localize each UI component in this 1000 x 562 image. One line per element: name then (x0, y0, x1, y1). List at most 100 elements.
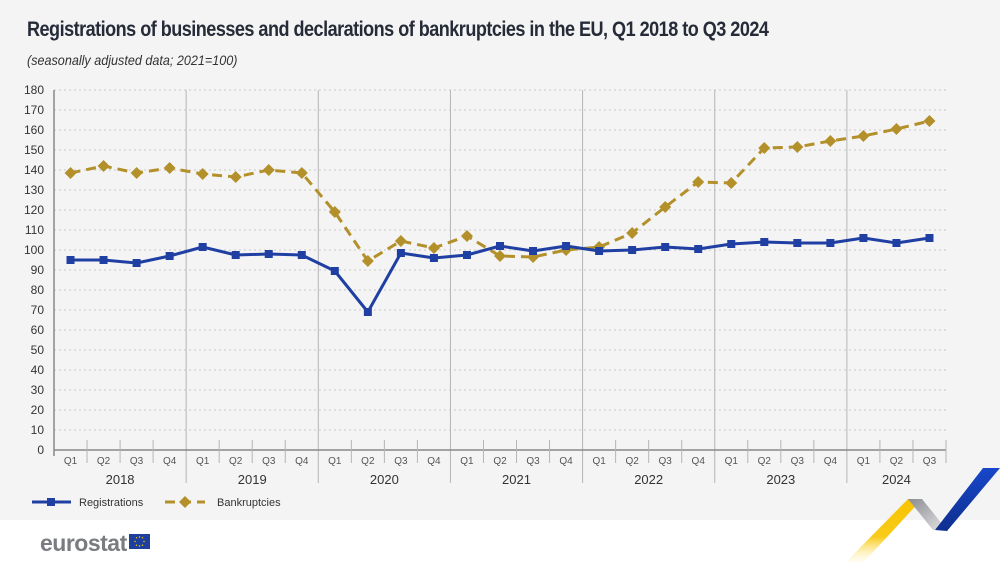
bankruptcies-point (791, 141, 804, 153)
bankruptcies-point (626, 227, 639, 239)
bankruptcies-line (70, 119, 930, 263)
quarter-label: Q4 (692, 456, 706, 467)
y-tick-label: 170 (24, 103, 44, 117)
quarter-label: Q2 (758, 456, 772, 467)
x-axis: 2018 Q1 Q2 Q3 Q4 2019 Q1 Q2 Q3 Q4 2020 Q1 Q2 Q3 Q4 2021… (54, 440, 947, 487)
y-tick-label: 180 (24, 83, 44, 97)
series-registrations (66, 234, 934, 316)
quarter-label: Q3 (526, 456, 540, 467)
registrations-point (694, 245, 703, 253)
quarter-label: Q1 (64, 456, 78, 467)
y-tick-label: 60 (31, 323, 45, 337)
ribbon-grey (908, 499, 947, 530)
registrations-point (99, 256, 108, 264)
year-label: 2024 (882, 472, 911, 487)
quarter-label: Q3 (130, 456, 144, 467)
quarter-label: Q2 (625, 456, 639, 467)
chart-title: Registrations of businesses and declarat… (27, 18, 769, 41)
bankruptcies-point (130, 167, 143, 179)
year-label: 2018 (106, 472, 135, 487)
legend-label: Bankruptcies (217, 497, 281, 509)
bankruptcies-point (97, 160, 110, 172)
registrations-point (198, 243, 207, 251)
registrations-point (529, 247, 538, 255)
quarter-label: Q2 (97, 456, 111, 467)
y-tick-label: 40 (31, 363, 45, 377)
quarter-label: Q4 (427, 456, 441, 467)
registrations-point (760, 238, 769, 246)
legend-item-registrations: Registrations (32, 497, 144, 509)
legend-label: Registrations (79, 497, 144, 509)
year-label: 2021 (502, 472, 531, 487)
quarter-label: Q2 (890, 456, 904, 467)
bankruptcies-point (659, 201, 672, 213)
bankruptcies-point (824, 135, 837, 147)
registrations-point (363, 308, 372, 316)
registrations-point (727, 240, 736, 248)
registrations-point (264, 250, 273, 258)
y-tick-label: 10 (31, 423, 45, 437)
bankruptcies-point (725, 177, 738, 189)
quarter-label: Q3 (394, 456, 408, 467)
quarter-label: Q1 (460, 456, 474, 467)
eurostat-ribbon-decoration (846, 468, 1000, 562)
legend: Registrations Bankruptcies (32, 496, 281, 509)
quarter-label: Q1 (592, 456, 606, 467)
gridlines (54, 89, 946, 483)
y-tick-label: 70 (31, 303, 45, 317)
registrations-point (297, 251, 306, 259)
quarter-label: Q2 (229, 456, 243, 467)
y-tick-label: 100 (24, 243, 44, 257)
y-tick-label: 30 (31, 383, 45, 397)
registrations-point (859, 234, 868, 242)
registrations-point (661, 243, 670, 251)
quarter-label: Q3 (262, 456, 276, 467)
year-label: 2019 (238, 472, 267, 487)
eu-flag-icon (129, 534, 150, 549)
y-tick-label: 160 (24, 123, 44, 137)
registrations-point (826, 239, 835, 247)
y-tick-label: 90 (31, 263, 45, 277)
y-tick-label: 0 (37, 443, 44, 457)
registrations-point (925, 234, 934, 242)
registrations-point (892, 239, 901, 247)
y-tick-label: 50 (31, 343, 45, 357)
bankruptcies-point (890, 123, 903, 135)
quarter-label: Q1 (196, 456, 210, 467)
chart-subtitle: (seasonally adjusted data; 2021=100) (27, 52, 238, 68)
quarter-label: Q4 (163, 456, 177, 467)
legend-item-bankruptcies: Bankruptcies (165, 496, 281, 509)
bankruptcies-point (295, 167, 308, 179)
bankruptcies-point (262, 164, 275, 176)
ribbon-yellow (846, 499, 922, 562)
bankruptcies-point (758, 142, 771, 154)
quarter-label: Q2 (493, 456, 507, 467)
registrations-point (132, 259, 141, 267)
registrations-point (231, 251, 240, 259)
bankruptcies-point (196, 168, 209, 180)
registrations-point (562, 242, 571, 250)
legend-square-icon (47, 498, 55, 506)
quarter-label: Q4 (559, 456, 573, 467)
bankruptcies-point (692, 176, 705, 188)
bankruptcies-point (460, 230, 473, 242)
registrations-point (462, 251, 471, 259)
quarter-label: Q3 (659, 456, 673, 467)
y-tick-label: 150 (24, 143, 44, 157)
bankruptcies-point (923, 115, 936, 127)
bankruptcies-point (427, 242, 440, 254)
registrations-point (396, 249, 405, 257)
bankruptcies-point (229, 171, 242, 183)
quarter-label: Q2 (361, 456, 375, 467)
quarter-label: Q1 (725, 456, 739, 467)
quarter-label: Q4 (824, 456, 838, 467)
bankruptcies-point (857, 130, 870, 142)
bankruptcies-point (163, 162, 176, 174)
series-bankruptcies (64, 115, 936, 267)
bankruptcies-point (361, 255, 374, 267)
registrations-point (628, 246, 637, 254)
quarter-label: Q1 (328, 456, 342, 467)
quarter-label: Q4 (295, 456, 309, 467)
bankruptcies-point (494, 250, 506, 262)
